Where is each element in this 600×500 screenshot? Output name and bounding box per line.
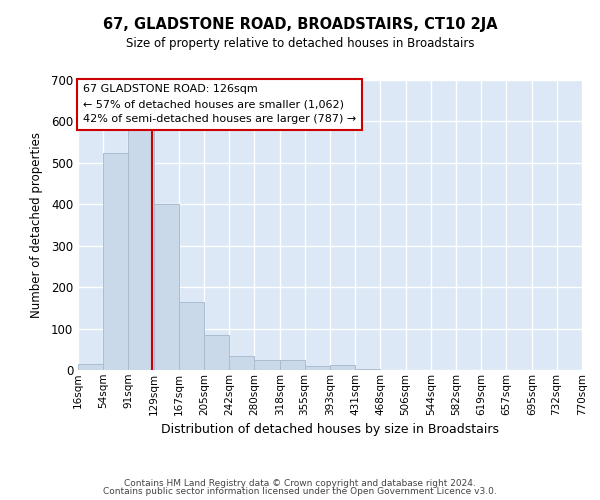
Bar bbox=[280, 360, 305, 370]
Bar bbox=[355, 369, 380, 370]
Text: 67, GLADSTONE ROAD, BROADSTAIRS, CT10 2JA: 67, GLADSTONE ROAD, BROADSTAIRS, CT10 2J… bbox=[103, 18, 497, 32]
Bar bbox=[179, 302, 205, 370]
Bar bbox=[154, 204, 179, 370]
Bar bbox=[205, 335, 229, 370]
Bar bbox=[330, 365, 355, 370]
Bar bbox=[128, 128, 154, 370]
Bar bbox=[103, 152, 128, 370]
Text: Contains public sector information licensed under the Open Government Licence v3: Contains public sector information licen… bbox=[103, 488, 497, 496]
X-axis label: Distribution of detached houses by size in Broadstairs: Distribution of detached houses by size … bbox=[161, 423, 499, 436]
Bar bbox=[305, 366, 330, 370]
Bar bbox=[78, 364, 103, 370]
Text: Contains HM Land Registry data © Crown copyright and database right 2024.: Contains HM Land Registry data © Crown c… bbox=[124, 478, 476, 488]
Y-axis label: Number of detached properties: Number of detached properties bbox=[29, 132, 43, 318]
Text: 67 GLADSTONE ROAD: 126sqm
← 57% of detached houses are smaller (1,062)
42% of se: 67 GLADSTONE ROAD: 126sqm ← 57% of detac… bbox=[83, 84, 356, 124]
Text: Size of property relative to detached houses in Broadstairs: Size of property relative to detached ho… bbox=[126, 38, 474, 51]
Bar bbox=[254, 360, 280, 370]
Bar bbox=[229, 356, 254, 370]
